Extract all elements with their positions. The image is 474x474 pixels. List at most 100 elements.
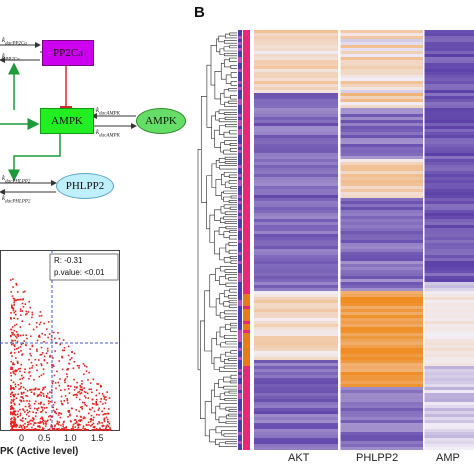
- dendrogram-branch: [224, 181, 231, 188]
- scatter-point: [52, 357, 54, 359]
- dendrogram-branch: [220, 206, 226, 214]
- heatmap-cell: [254, 123, 338, 127]
- scatter-point: [10, 413, 12, 416]
- dendrogram-branch: [218, 416, 227, 423]
- annotation-cell-right: [243, 75, 250, 79]
- scatter-point: [40, 353, 43, 356]
- annotation-cell-right: [243, 276, 250, 280]
- heatmap-cell: [254, 246, 338, 250]
- scatter-point: [60, 389, 62, 391]
- scatter-point: [97, 383, 100, 385]
- annotation-cell-right: [243, 72, 250, 76]
- heatmap-cell: [424, 348, 474, 352]
- scatter-point: [24, 418, 27, 420]
- scatter-point: [13, 311, 16, 314]
- annotation-cell-left: [238, 63, 242, 67]
- scatter-point: [19, 334, 22, 337]
- scatter-point: [44, 386, 46, 388]
- heatmap-cell: [340, 72, 424, 76]
- heatmap-cell: [254, 150, 338, 154]
- scatter-point: [13, 304, 15, 306]
- annotation-cell-right: [243, 150, 250, 154]
- annotation-cell-right: [243, 180, 250, 184]
- scatter-point: [66, 398, 68, 400]
- scatter-point: [36, 395, 39, 398]
- heatmap-cell: [424, 249, 474, 253]
- annotation-cell-right: [243, 195, 250, 199]
- x-tick-0: 0: [19, 433, 25, 443]
- heatmap-cell: [254, 282, 338, 286]
- heatmap-cell: [340, 54, 424, 58]
- stat-pvalue: p.value: <0.01: [54, 268, 105, 277]
- annotation-cell-right: [243, 114, 250, 118]
- scatter-point: [95, 402, 98, 405]
- heatmap-cell: [254, 186, 338, 190]
- heatmap-cell: [424, 267, 474, 271]
- heatmap-cell: [424, 180, 474, 184]
- dendrogram-branch: [218, 125, 226, 135]
- dendrogram-branch: [211, 338, 217, 364]
- scatter-point: [55, 429, 58, 431]
- annotation-cell-left: [238, 96, 242, 100]
- scatter-point: [30, 391, 33, 393]
- dendrogram-branch: [215, 298, 221, 316]
- scatter-point: [12, 394, 14, 397]
- scatter-point: [69, 358, 71, 361]
- dendrogram-branch: [219, 266, 237, 272]
- scatter-point: [48, 396, 50, 399]
- scatter-point: [86, 424, 88, 426]
- annotation-cell-right: [243, 345, 250, 349]
- heatmap-cell: [254, 405, 338, 409]
- annotation-cell-left: [238, 183, 242, 187]
- scatter-point: [10, 425, 12, 428]
- heatmap-cell: [254, 54, 338, 58]
- annotation-cell-left: [238, 324, 242, 328]
- annotation-cell-right: [243, 81, 250, 85]
- scatter-point: [28, 323, 31, 326]
- scatter-point: [18, 351, 20, 353]
- heatmap-cell: [424, 69, 474, 73]
- scatter-point: [10, 401, 12, 404]
- scatter-point: [65, 426, 68, 428]
- scatter-point: [43, 322, 45, 325]
- annotation-cell-left: [238, 417, 242, 421]
- dendrogram-branch: [211, 115, 216, 140]
- heatmap-cell: [424, 63, 474, 67]
- heatmap-cell: [424, 204, 474, 208]
- annotation-cell-right: [243, 171, 250, 175]
- rate-label-dacampk-top: kdacAMPK: [96, 106, 120, 117]
- heatmap-cell: [340, 231, 424, 235]
- annotation-cell-left: [238, 285, 242, 289]
- heatmap-cell: [424, 318, 474, 322]
- scatter-point: [67, 402, 69, 404]
- annotation-cell-right: [243, 243, 250, 247]
- heatmap-cell: [424, 183, 474, 187]
- annotation-cell-right: [243, 417, 250, 421]
- scatter-point: [14, 324, 16, 327]
- scatter-point: [83, 402, 86, 404]
- annotation-cell-right: [243, 234, 250, 238]
- heatmap-cell: [340, 444, 424, 448]
- heatmap-cell: [254, 237, 338, 241]
- scatter-point: [12, 412, 14, 415]
- heatmap-cell: [424, 66, 474, 70]
- annotation-cell-right: [243, 381, 250, 385]
- scatter-point: [21, 374, 23, 377]
- scatter-point: [13, 418, 15, 421]
- heatmap-cell: [424, 57, 474, 61]
- scatter-point: [19, 298, 21, 301]
- annotation-cell-left: [238, 393, 242, 397]
- scatter-point: [68, 409, 71, 412]
- scatter-point: [28, 377, 30, 380]
- dendrogram-branch: [229, 256, 237, 260]
- dendrogram-branch: [225, 33, 237, 39]
- annotation-cell-left: [238, 291, 242, 295]
- dendrogram-branch: [226, 414, 237, 420]
- heatmap-cell: [340, 159, 424, 163]
- annotation-cell-left: [238, 108, 242, 112]
- heatmap-cell: [340, 42, 424, 46]
- scatter-point: [22, 417, 24, 419]
- scatter-point: [37, 394, 40, 397]
- dendrogram-branch: [213, 357, 221, 370]
- scatter-point: [59, 412, 61, 414]
